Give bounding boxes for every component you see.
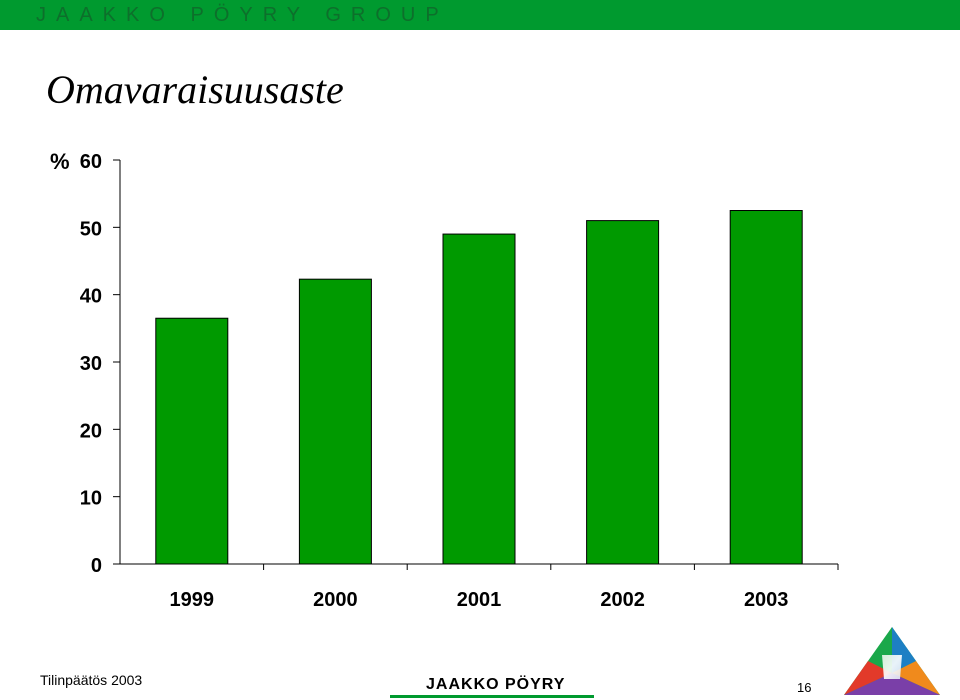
company-logo: JAAKKO PÖYRY [390,676,594,698]
x-tick-label: 2000 [313,589,358,611]
y-tick-label: 50 [80,218,102,240]
y-tick-label: 40 [80,286,102,308]
header-bar: JAAKKO PÖYRY GROUP [0,0,960,30]
logo-text: JAAKKO PÖYRY [426,676,566,693]
page-title: Omavaraisuusaste [46,67,344,112]
bar [442,233,516,565]
brand-text: JAAKKO PÖYRY GROUP [36,4,449,26]
page-number: 16 [797,680,812,695]
y-tick-label: 0 [91,555,102,577]
x-tick-label: 1999 [170,589,215,611]
bar [155,317,229,565]
y-tick-label: 10 [80,488,102,510]
y-axis-unit: % [50,149,70,174]
bar [586,220,660,565]
x-tick-label: 2003 [744,589,789,611]
y-tick-label: 60 [80,151,102,173]
x-tick-label: 2001 [457,589,502,611]
logo-underline [390,695,594,698]
y-tick-label: 20 [80,420,102,442]
bar [729,210,803,565]
y-tick-label: 30 [80,353,102,375]
x-tick-label: 2002 [600,589,645,611]
triangle-logo-icon [844,627,940,695]
bar [298,278,372,565]
footer-caption: Tilinpäätös 2003 [40,672,143,688]
